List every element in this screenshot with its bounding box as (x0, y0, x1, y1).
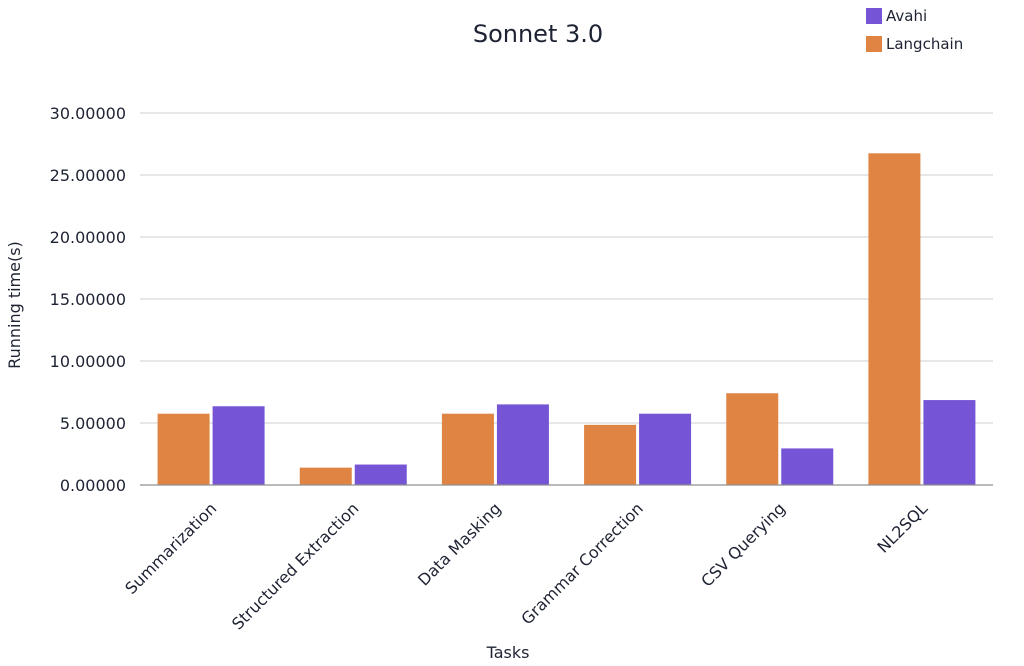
x-tick-label: NL2SQL (873, 499, 931, 557)
bar-langchain-summarization (157, 413, 210, 485)
x-tick-label: CSV Querying (697, 499, 789, 591)
x-tick-label: Grammar Correction (517, 499, 647, 629)
legend-swatch-avahi (866, 8, 882, 24)
y-tick-label: 25.00000 (50, 166, 126, 185)
bar-avahi-csv-querying (781, 448, 834, 485)
bars (157, 153, 976, 486)
bar-avahi-structured-extraction (354, 464, 407, 485)
x-axis-title: Tasks (486, 643, 530, 662)
bar-avahi-nl2sql (923, 400, 976, 485)
gridlines (140, 112, 993, 424)
bar-avahi-data-masking (496, 404, 549, 485)
y-tick-label: 30.00000 (50, 104, 126, 123)
legend-label-langchain: Langchain (886, 35, 963, 53)
bar-langchain-csv-querying (726, 393, 779, 485)
x-tick-label: Structured Extraction (228, 499, 363, 634)
x-axis: Summarization Structured Extraction Data M… (121, 484, 993, 634)
bar-langchain-data-masking (441, 413, 494, 485)
y-axis: 0.00000 5.00000 10.00000 15.00000 20.00000 25… (50, 104, 126, 495)
y-tick-label: 0.00000 (60, 476, 126, 495)
bar-langchain-nl2sql (868, 153, 921, 486)
y-axis-title: Running time(s) (5, 241, 24, 369)
bar-langchain-grammar-correction (584, 424, 637, 485)
bar-langchain-structured-extraction (299, 467, 352, 485)
chart-title: Sonnet 3.0 (473, 20, 603, 48)
legend: Avahi Langchain (866, 7, 963, 53)
y-tick-label: 15.00000 (50, 290, 126, 309)
y-tick-label: 5.00000 (60, 414, 126, 433)
x-tick-label: Data Masking (414, 499, 505, 590)
legend-label-avahi: Avahi (886, 7, 927, 25)
bar-avahi-summarization (212, 406, 265, 485)
legend-swatch-langchain (866, 36, 882, 52)
y-tick-label: 20.00000 (50, 228, 126, 247)
y-tick-label: 10.00000 (50, 352, 126, 371)
x-tick-label: Summarization (121, 499, 220, 598)
bar-avahi-grammar-correction (639, 413, 692, 485)
